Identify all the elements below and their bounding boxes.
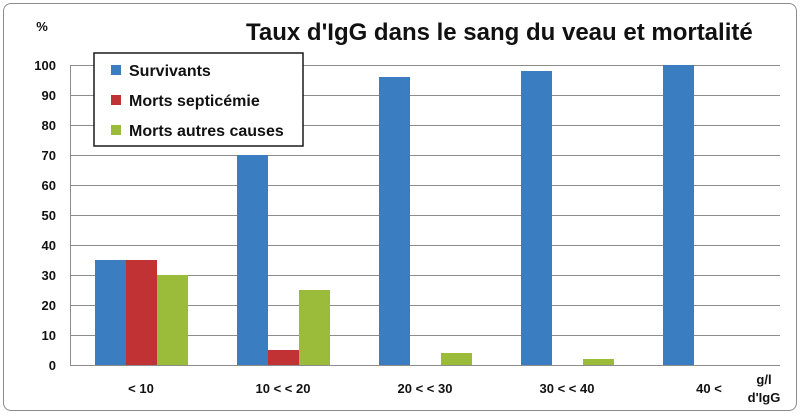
y-tick-label: 90 bbox=[42, 88, 56, 103]
bar-survivants-3 bbox=[521, 71, 552, 365]
x-axis-label-line2: d'IgG bbox=[748, 390, 781, 405]
legend: Survivants Morts septicémie Morts autres c… bbox=[93, 52, 304, 147]
y-tick-label: 40 bbox=[42, 238, 56, 253]
bar-morts-septic-mie-1 bbox=[268, 350, 299, 365]
x-axis-label-line1: g/l bbox=[756, 372, 771, 387]
x-axis-ticks: < 10 10 < < 20 20 < < 30 30 < < 40 40 < bbox=[128, 381, 722, 396]
bar-survivants-4 bbox=[663, 65, 694, 365]
y-tick-label: 100 bbox=[34, 58, 56, 73]
bar-survivants-1 bbox=[237, 155, 268, 365]
bar-morts-autres-causes-3 bbox=[583, 359, 614, 365]
y-tick-label: 50 bbox=[42, 208, 56, 223]
x-tick-label: 30 < < 40 bbox=[540, 381, 595, 396]
legend-label: Survivants bbox=[129, 63, 211, 80]
y-tick-label: 70 bbox=[42, 148, 56, 163]
y-axis-ticks: 0 10 20 30 40 50 60 70 80 90 100 bbox=[34, 58, 56, 373]
y-axis-label: % bbox=[36, 19, 48, 34]
x-tick-label: 10 < < 20 bbox=[256, 381, 311, 396]
bar-morts-autres-causes-2 bbox=[441, 353, 472, 365]
y-tick-label: 0 bbox=[49, 358, 56, 373]
y-tick-label: 10 bbox=[42, 328, 56, 343]
x-tick-label: < 10 bbox=[128, 381, 154, 396]
legend-label: Morts autres causes bbox=[129, 123, 284, 140]
y-tick-label: 30 bbox=[42, 268, 56, 283]
x-tick-label: 20 < < 30 bbox=[398, 381, 453, 396]
legend-swatch bbox=[111, 65, 121, 75]
y-tick-label: 60 bbox=[42, 178, 56, 193]
y-tick-label: 80 bbox=[42, 118, 56, 133]
bar-survivants-2 bbox=[379, 77, 410, 365]
legend-label: Morts septicémie bbox=[129, 93, 260, 110]
bars bbox=[95, 65, 694, 365]
legend-swatch bbox=[111, 125, 121, 135]
bar-morts-septic-mie-0 bbox=[126, 260, 157, 365]
bar-morts-autres-causes-1 bbox=[299, 290, 330, 365]
bar-survivants-0 bbox=[95, 260, 126, 365]
bar-morts-autres-causes-0 bbox=[157, 275, 188, 365]
y-tick-label: 20 bbox=[42, 298, 56, 313]
legend-swatch bbox=[111, 95, 121, 105]
chart-title: Taux d'IgG dans le sang du veau et morta… bbox=[246, 19, 753, 46]
x-tick-label: 40 < bbox=[696, 381, 722, 396]
legend-box bbox=[93, 52, 304, 147]
